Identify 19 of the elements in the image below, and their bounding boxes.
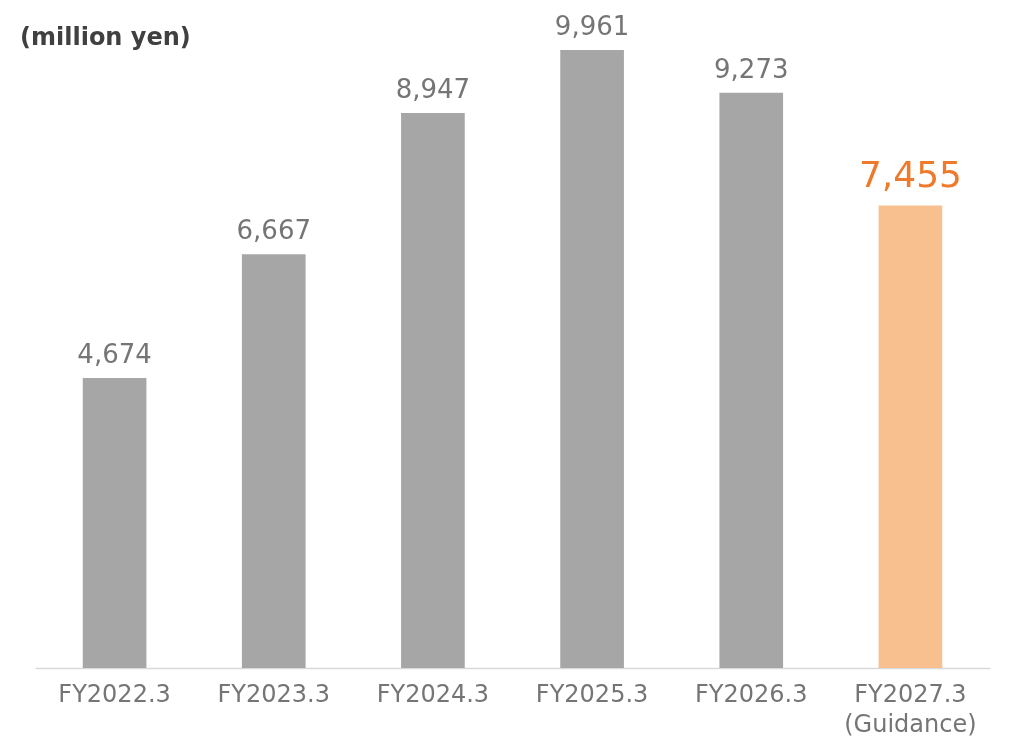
x-tick-label: FY2026.3: [695, 679, 808, 708]
bar: [560, 50, 624, 668]
bar: [719, 92, 784, 668]
x-tick-label: FY2023.3: [217, 679, 330, 708]
data-label: 9,273: [714, 53, 789, 84]
x-tick-label: FY2024.3: [376, 679, 490, 708]
data-label: 8,947: [395, 73, 471, 104]
data-label: 7,455: [858, 154, 962, 196]
data-label: 9,961: [554, 11, 630, 41]
bar: [82, 378, 147, 668]
bar: [401, 112, 465, 668]
y-axis-title: (million yen): [20, 23, 191, 51]
bar: [878, 205, 943, 668]
data-label: 6,667: [236, 215, 311, 246]
bar: [241, 254, 306, 668]
x-tick-label: FY2022.3: [58, 679, 171, 708]
x-tick-label: FY2027.3 (Guidance): [844, 679, 977, 738]
x-tick-label: FY2025.3: [535, 679, 649, 708]
data-label: 4,674: [77, 339, 152, 370]
